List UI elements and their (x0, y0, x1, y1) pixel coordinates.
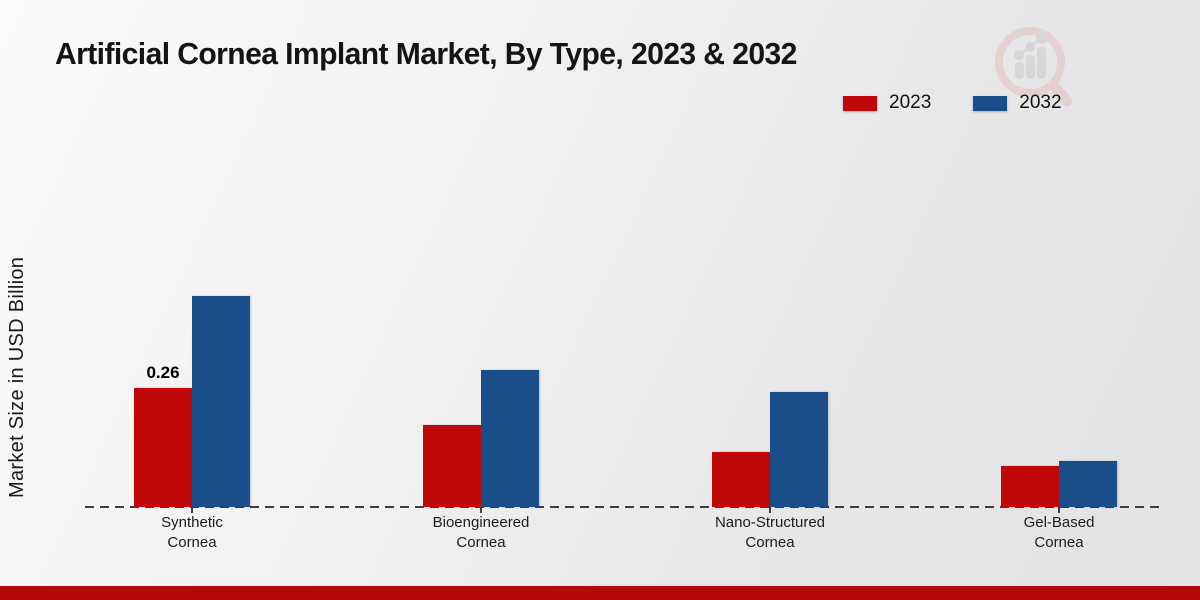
x-axis-category-label: Bioengineered Cornea (432, 514, 530, 551)
legend-item-2023: 2023 (843, 92, 931, 114)
bar-2032-bioengineered-cornea (481, 370, 539, 507)
legend-label-2032: 2032 (1019, 92, 1062, 113)
legend: 2023 2032 (843, 92, 1062, 114)
x-axis-category-label: Nano-Structured Cornea (714, 514, 826, 551)
legend-item-2032: 2032 (973, 92, 1062, 114)
bar-2032-gel-based-cornea (1059, 461, 1117, 507)
bar-2023-gel-based-cornea (1001, 466, 1059, 507)
bar-value-label: 0.26 (146, 363, 180, 382)
x-axis-tick (769, 507, 771, 513)
legend-swatch-2032 (973, 95, 1008, 111)
magnifier-bar-chart-logo-icon (985, 22, 1080, 122)
bar-2023-bioengineered-cornea (423, 425, 481, 507)
x-axis-tick (1058, 507, 1060, 513)
x-axis-tick (480, 507, 482, 513)
bar-2023-synthetic-cornea (134, 388, 192, 507)
chart-title: Artificial Cornea Implant Market, By Typ… (55, 36, 797, 71)
legend-swatch-2023 (843, 95, 877, 111)
bar-2032-nano-structured-cornea (770, 392, 828, 507)
x-axis-category-label: Gel-Based Cornea (1023, 514, 1095, 551)
bar-2032-synthetic-cornea (192, 296, 250, 507)
x-axis-line (85, 506, 1163, 508)
bar-2023-nano-structured-cornea (712, 452, 770, 507)
x-axis-category-label: Synthetic Cornea (161, 514, 223, 551)
legend-label-2023: 2023 (889, 92, 932, 113)
footer-accent-strip (0, 586, 1200, 600)
x-axis-tick (191, 507, 193, 513)
